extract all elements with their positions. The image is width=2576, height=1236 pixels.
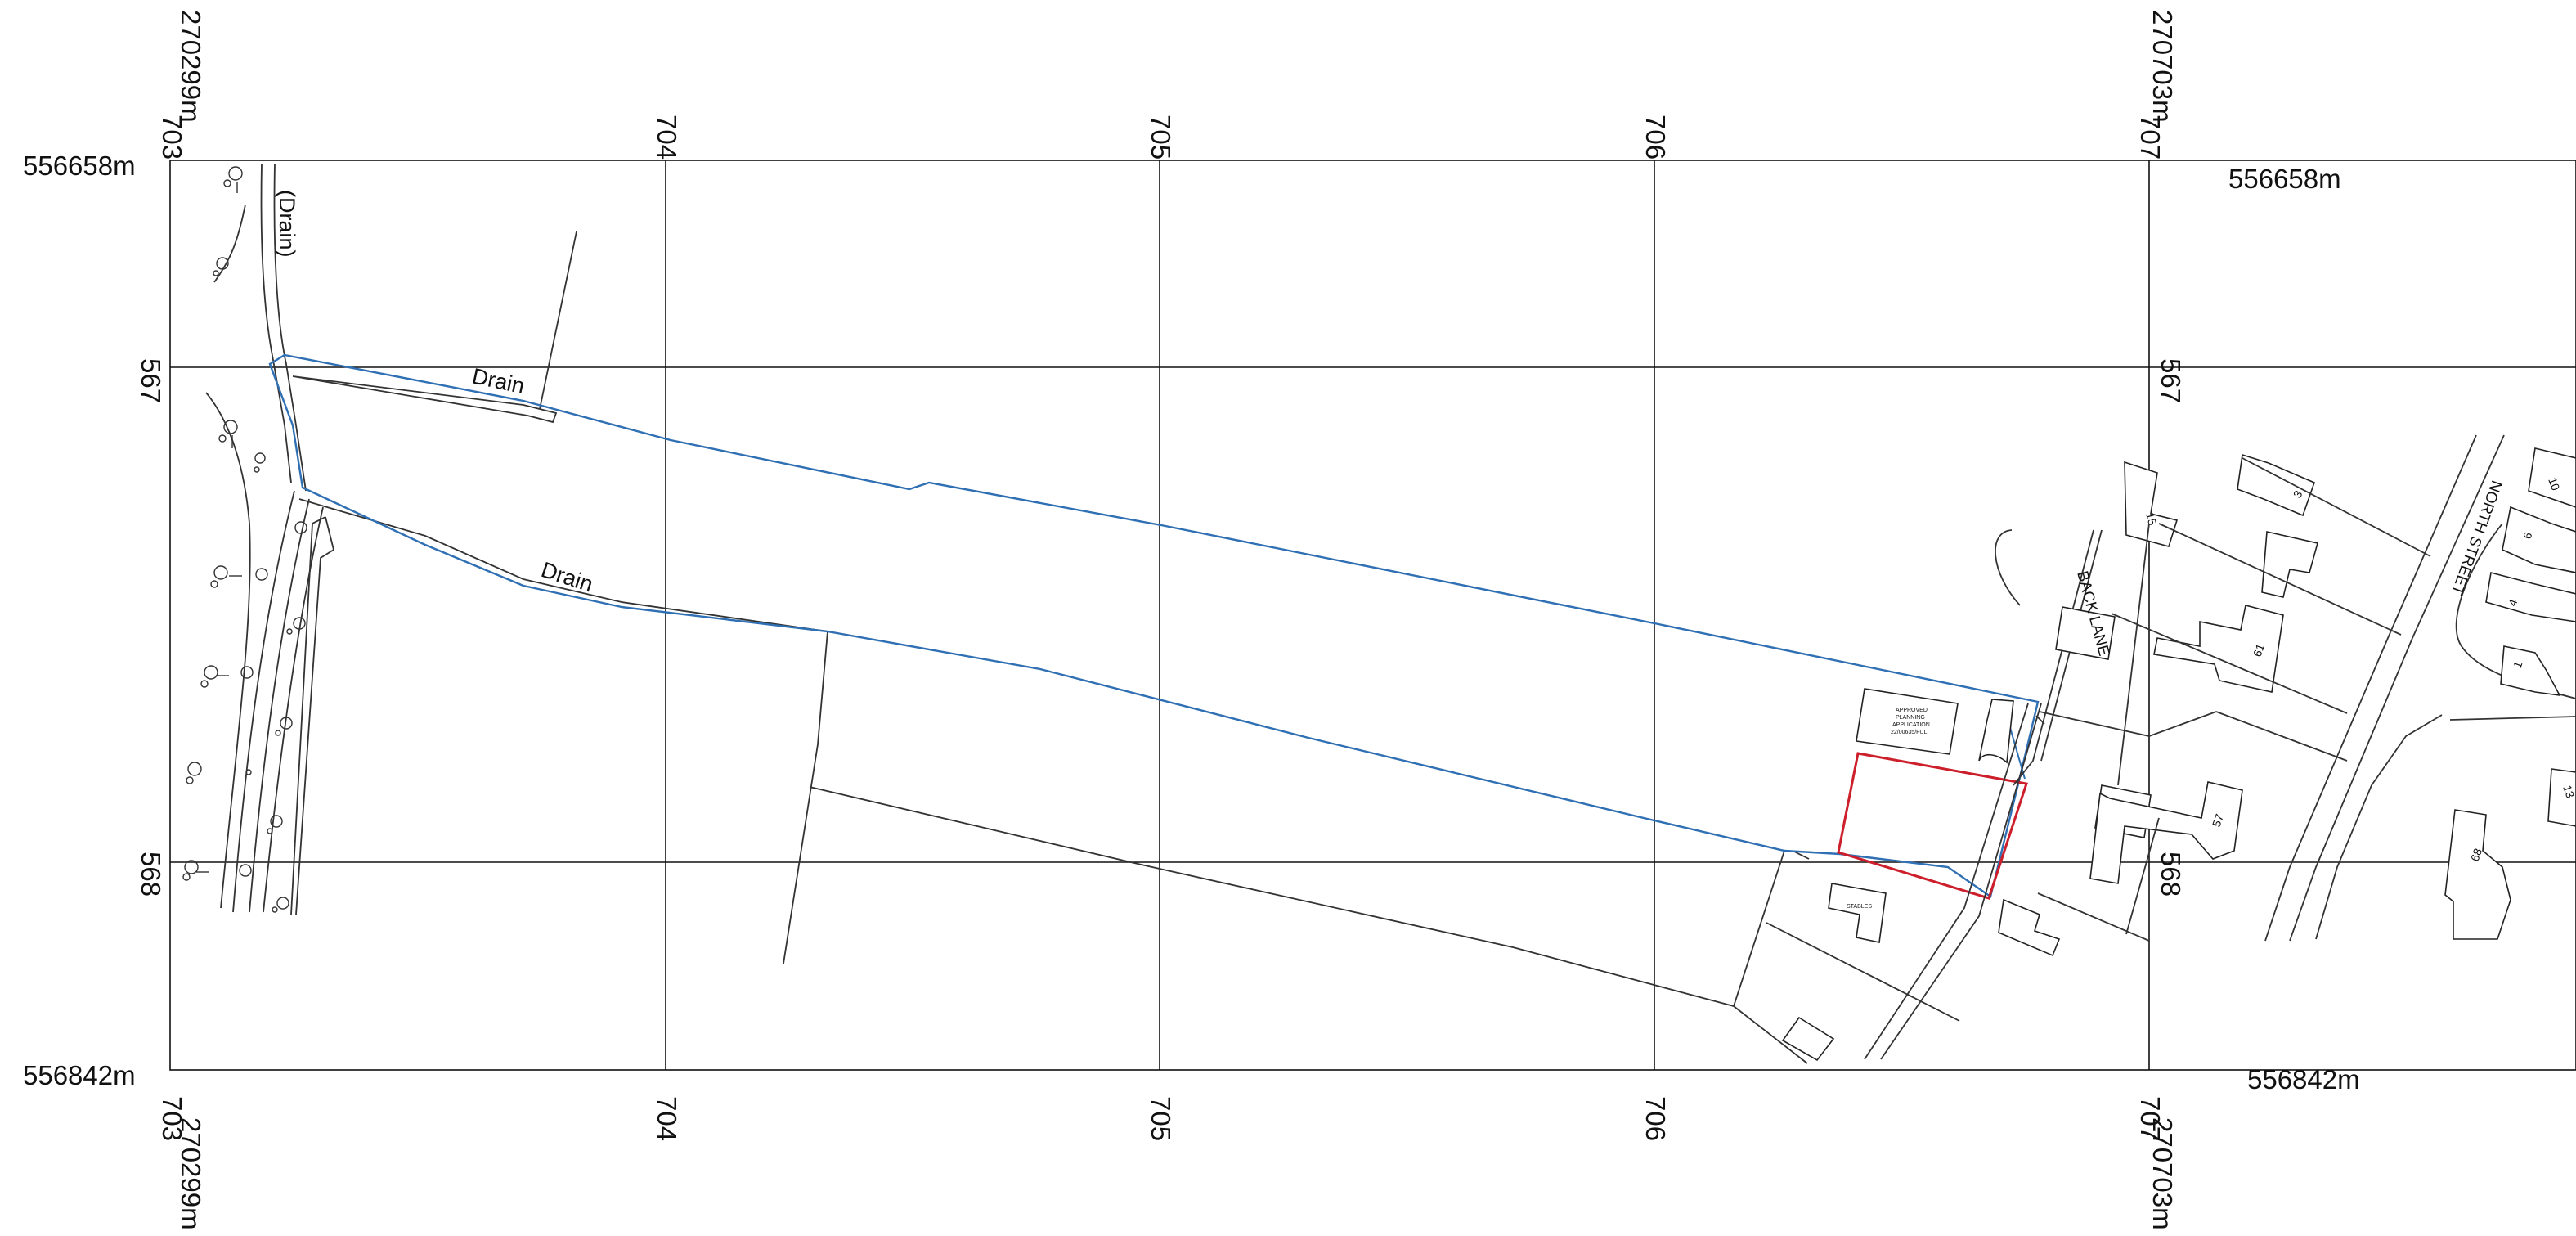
top-label-705: 705 <box>1146 115 1176 160</box>
house-number-61: 61 <box>2251 642 2267 658</box>
top-left-northing: 556658m <box>23 151 136 181</box>
bottom-label-705: 705 <box>1146 1096 1176 1141</box>
buildings <box>1781 447 2576 1062</box>
drain-upper-label: Drain <box>470 364 527 399</box>
map-grid <box>169 160 2576 1071</box>
house-number-68: 68 <box>2468 847 2484 863</box>
map-frame <box>169 160 2576 1071</box>
approved-label-2: PLANNING <box>1896 715 1925 721</box>
top-right-easting: 270703m <box>2147 10 2178 123</box>
bottom-left-easting: 270299m <box>176 1117 206 1230</box>
approved-label-1: APPROVED <box>1896 708 1928 713</box>
tree-symbols <box>182 166 307 913</box>
top-left-easting: 270299m <box>176 10 206 123</box>
bottom-label-707: 707 <box>2135 1096 2165 1141</box>
left-drain-features <box>205 163 334 915</box>
house-number-10: 10 <box>2546 476 2562 492</box>
approved-label-3: APPLICATION <box>1892 722 1930 728</box>
grid-labels: 703 704 705 706 707 703 704 705 706 707 … <box>23 10 2360 1230</box>
bottom-label-704: 704 <box>652 1096 682 1141</box>
top-label-704: 704 <box>652 115 682 160</box>
house-numbers: 3 10 6 4 1 15 61 57 68 13 <box>2143 476 2576 863</box>
red-plot <box>1837 752 2028 900</box>
approved-planning-building <box>1856 688 1959 755</box>
bottom-left-northing: 556842m <box>23 1060 136 1090</box>
house-number-15: 15 <box>2143 511 2160 527</box>
bottom-label-703: 703 <box>157 1096 187 1141</box>
house-number-57: 57 <box>2210 812 2226 829</box>
stables-building <box>1828 883 1887 943</box>
bottom-right-northing: 556842m <box>2247 1064 2360 1094</box>
approved-label-4: 22/00635/FUL <box>1891 730 1927 735</box>
stables-label: STABLES <box>1847 904 1872 910</box>
drain-vertical-label: (Drain) <box>275 190 299 258</box>
house-number-13: 13 <box>2560 784 2576 800</box>
bottom-label-706: 706 <box>1640 1096 1671 1141</box>
top-label-703: 703 <box>157 115 187 160</box>
left-label-568: 568 <box>136 852 166 897</box>
right-label-568: 568 <box>2156 852 2186 897</box>
property-lines <box>2035 457 2431 942</box>
left-label-567: 567 <box>136 358 166 403</box>
right-label-567: 567 <box>2156 358 2186 403</box>
bottom-right-easting: 270703m <box>2147 1117 2178 1230</box>
roads <box>1864 434 2576 1060</box>
top-label-706: 706 <box>1640 115 1671 160</box>
field-boundaries <box>292 231 1960 1064</box>
feature-labels: (Drain) Drain Drain BACK LANE NORTH STRE… <box>275 190 2505 910</box>
top-label-707: 707 <box>2135 115 2165 160</box>
top-right-northing: 556658m <box>2228 164 2341 194</box>
site-boundary <box>268 353 2040 898</box>
